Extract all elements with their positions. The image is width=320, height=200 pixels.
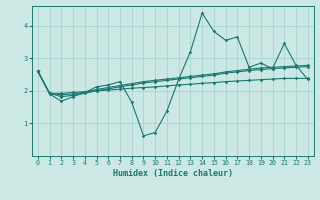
X-axis label: Humidex (Indice chaleur): Humidex (Indice chaleur) — [113, 169, 233, 178]
